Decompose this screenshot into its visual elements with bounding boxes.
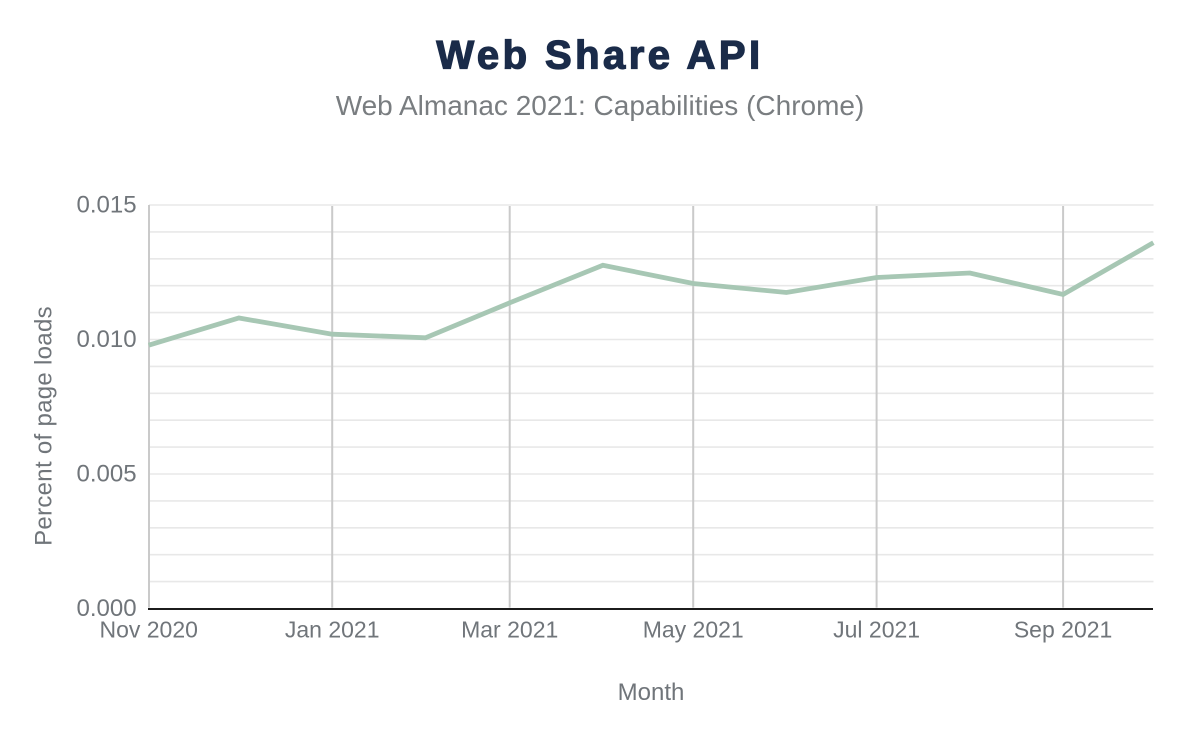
svg-text:Percent of page loads: Percent of page loads [31, 306, 58, 546]
svg-text:Web Share API: Web Share API [436, 34, 763, 78]
svg-text:0.000: 0.000 [77, 595, 137, 622]
svg-text:Nov 2020: Nov 2020 [99, 617, 197, 643]
svg-text:Sep 2021: Sep 2021 [1014, 617, 1112, 643]
svg-text:Web Almanac 2021: Capabilities: Web Almanac 2021: Capabilities (Chrome) [336, 90, 865, 121]
svg-text:Mar 2021: Mar 2021 [461, 617, 558, 643]
svg-text:0.010: 0.010 [77, 326, 137, 353]
svg-text:May 2021: May 2021 [643, 617, 744, 643]
svg-text:Jul 2021: Jul 2021 [833, 617, 920, 643]
svg-text:Month: Month [618, 679, 685, 706]
svg-text:0.005: 0.005 [77, 461, 137, 488]
svg-text:0.015: 0.015 [77, 192, 137, 219]
svg-text:Jan 2021: Jan 2021 [285, 617, 380, 643]
